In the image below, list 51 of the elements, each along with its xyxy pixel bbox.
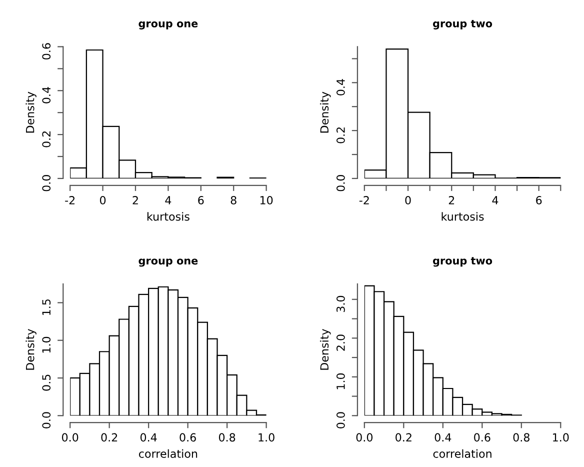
x-tick-label: 0 bbox=[100, 196, 106, 204]
y-axis-title: Density bbox=[26, 328, 36, 370]
x-tick-label: 8 bbox=[230, 196, 236, 204]
y-tick-label: 0.5 bbox=[42, 374, 51, 391]
y-tick-label: 3.0 bbox=[336, 296, 345, 312]
x-tick-label: 6 bbox=[198, 196, 204, 204]
y-tick-label: 0.0 bbox=[42, 412, 51, 428]
y-axis-title: Density bbox=[320, 328, 331, 370]
x-tick-label: 0.4 bbox=[434, 433, 452, 442]
chart-title: group one bbox=[138, 21, 198, 30]
y-tick-label: 1.0 bbox=[42, 336, 51, 353]
x-tick-label: 0.0 bbox=[356, 433, 373, 442]
x-tick-label: 0 bbox=[405, 196, 411, 204]
y-tick-label: 0.0 bbox=[336, 174, 345, 192]
x-tick-label: 0.2 bbox=[396, 433, 412, 442]
x-tick-label: 10 bbox=[260, 196, 273, 204]
x-axis-title: correlation bbox=[139, 449, 198, 458]
y-tick-label: 0.0 bbox=[336, 412, 345, 428]
chart-title: group two bbox=[432, 257, 492, 267]
y-axis-title: Density bbox=[320, 92, 331, 133]
y-tick-label: 0.4 bbox=[336, 79, 345, 96]
x-tick-label: 1.0 bbox=[553, 433, 569, 442]
x-tick-label: 0.8 bbox=[218, 433, 236, 442]
y-tick-label: 0.2 bbox=[336, 127, 345, 144]
x-tick-label: 0.4 bbox=[140, 433, 157, 442]
x-tick-label: 4 bbox=[165, 196, 172, 204]
x-axis-title: correlation bbox=[433, 449, 492, 458]
x-tick-label: 0.6 bbox=[474, 433, 490, 442]
x-tick-label: 2 bbox=[132, 196, 138, 204]
y-tick-label: 0.2 bbox=[42, 131, 51, 148]
x-tick-label: 0.8 bbox=[513, 433, 530, 442]
x-tick-label: 4 bbox=[492, 196, 498, 204]
chart-title: group two bbox=[432, 20, 492, 30]
y-axis-title: Density bbox=[26, 92, 36, 133]
x-tick-label: 0.6 bbox=[180, 433, 196, 442]
chart-title: group one bbox=[138, 258, 198, 267]
y-tick-label: 0.0 bbox=[42, 174, 51, 192]
x-tick-label: 2 bbox=[448, 196, 454, 204]
x-axis-title: kurtosis bbox=[147, 212, 190, 221]
y-tick-label: 0.4 bbox=[42, 87, 51, 104]
y-tick-label: 1.0 bbox=[336, 373, 345, 390]
x-tick-label: 1.0 bbox=[258, 433, 274, 442]
x-tick-label: 6 bbox=[536, 196, 542, 204]
y-tick-label: 0.6 bbox=[42, 43, 51, 60]
x-tick-label: 0.0 bbox=[62, 433, 78, 442]
y-tick-label: 1.5 bbox=[42, 299, 51, 315]
x-axis-title: kurtosis bbox=[442, 212, 484, 221]
x-tick-label: 0.2 bbox=[101, 433, 118, 442]
y-tick-label: 2.0 bbox=[336, 334, 345, 351]
x-tick-label: -2 bbox=[359, 196, 369, 204]
x-tick-label: -2 bbox=[65, 196, 75, 204]
